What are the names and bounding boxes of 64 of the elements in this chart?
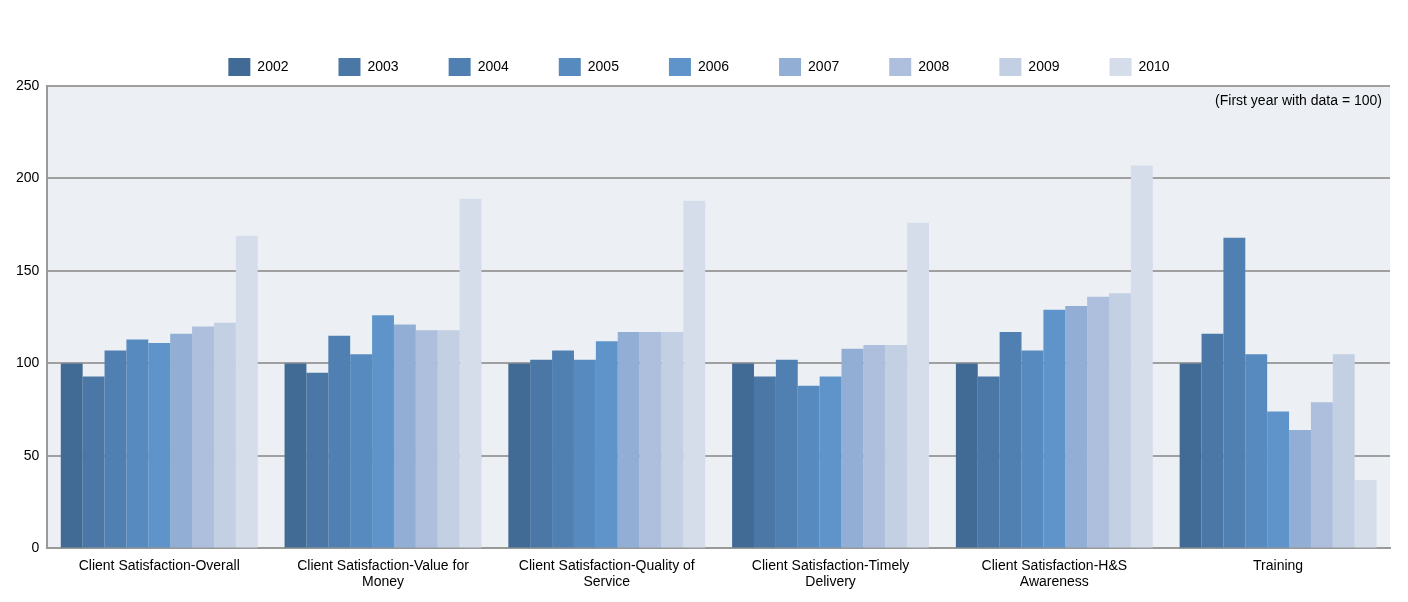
bar (284, 363, 307, 548)
legend-label: 2010 (1138, 57, 1170, 74)
bar (999, 332, 1022, 548)
y-tick-label: 150 (16, 261, 40, 278)
bar (639, 332, 662, 548)
legend-label: 2008 (918, 57, 950, 74)
bar (170, 333, 193, 548)
legend-label: 2003 (367, 57, 399, 74)
legend-label: 2004 (477, 57, 509, 74)
y-tick-label: 100 (16, 354, 40, 371)
bar (415, 330, 438, 548)
bar (977, 376, 1000, 548)
y-tick-label: 0 (31, 539, 40, 556)
bar (775, 359, 798, 548)
bar (1201, 333, 1224, 548)
bar (104, 350, 127, 548)
bar (328, 335, 351, 548)
legend-label: 2006 (697, 57, 730, 74)
bar (907, 222, 930, 548)
bar (617, 332, 640, 548)
bar (841, 348, 864, 548)
bar (306, 372, 329, 548)
x-tick-label: Client Satisfaction-Value for Money (297, 556, 470, 590)
x-tick-label: Client Satisfaction-H&S Awareness (981, 556, 1128, 590)
bar (1354, 479, 1377, 548)
legend-label: 2005 (587, 57, 620, 74)
bar (1179, 363, 1202, 548)
bar (192, 326, 214, 548)
x-tick-label: Client Satisfaction-Overall (78, 556, 240, 573)
bar (393, 324, 416, 548)
bar (1289, 430, 1311, 548)
annotation: (First year with data = 100) (1215, 91, 1382, 108)
bar (213, 322, 236, 548)
bar (508, 363, 531, 548)
bar (60, 363, 83, 548)
bar (1130, 165, 1153, 548)
bar (683, 200, 706, 548)
bar (235, 235, 258, 548)
bar (82, 376, 105, 548)
bar (1109, 293, 1131, 548)
bar (1332, 354, 1355, 548)
bar (1065, 306, 1088, 548)
bar (459, 198, 482, 548)
bar (1310, 402, 1333, 548)
bar (732, 363, 754, 548)
y-tick-label: 200 (16, 169, 40, 186)
bar (552, 350, 574, 548)
bar (437, 330, 460, 548)
bar (885, 344, 908, 548)
bar (661, 332, 684, 548)
x-tick-label: Client Satisfaction-Quality of Service (518, 556, 695, 590)
bar (1223, 237, 1246, 548)
legend-label: 2007 (808, 57, 840, 74)
y-tick-label: 250 (16, 76, 40, 93)
bar (530, 359, 553, 548)
legend-label: 2009 (1028, 57, 1060, 74)
bar (863, 344, 886, 548)
y-tick-label: 50 (23, 446, 40, 463)
legend-label: 2002 (257, 57, 289, 74)
bar (955, 363, 978, 548)
bar (1087, 296, 1110, 548)
x-tick-label: Training (1253, 556, 1304, 573)
bar (753, 376, 776, 548)
x-tick-label: Client Satisfaction-Timely Delivery (751, 556, 910, 590)
